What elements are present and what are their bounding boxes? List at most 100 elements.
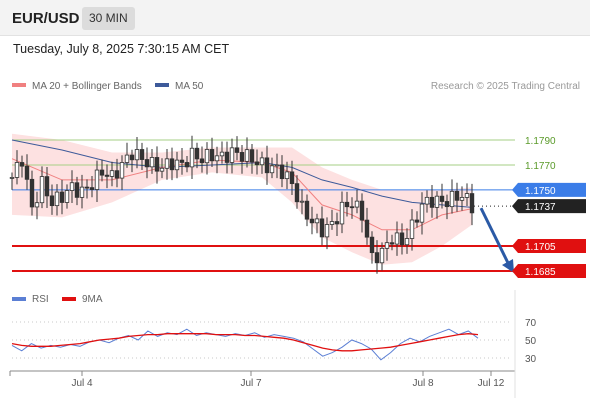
candle-body <box>419 203 425 223</box>
candle-body <box>169 158 175 171</box>
candle-body <box>264 157 270 174</box>
candle-body <box>354 200 360 208</box>
candle-body <box>109 170 115 177</box>
rsi-panel: 70 50 30 <box>11 318 537 365</box>
x-tick-label-0: Jul 4 <box>71 378 93 389</box>
level-labels: 1.1790 1.1770 1.1750 1.1737 1.1705 1.1685 <box>512 136 586 278</box>
candle-body <box>19 162 25 167</box>
rsi-tick-50: 50 <box>525 336 537 347</box>
candle-body <box>254 161 260 166</box>
x-tick-label-1: Jul 7 <box>240 378 262 389</box>
forecast-arrow-shaft <box>479 207 512 268</box>
candle-body <box>469 193 475 214</box>
rsi-legend-swatch <box>12 297 26 301</box>
candle-body <box>214 155 220 162</box>
level-label-1.1685: 1.1685 <box>525 267 556 278</box>
candle-body <box>449 190 455 208</box>
level-tag-1.1737 <box>512 199 586 214</box>
level-label-1.1737: 1.1737 <box>525 202 556 213</box>
rsi-legend-label: RSI <box>32 294 49 305</box>
x-tick-label-2: Jul 8 <box>412 378 434 389</box>
candle-body <box>429 196 435 208</box>
candle-body <box>289 171 295 185</box>
ma50-legend-label: MA 50 <box>175 81 204 92</box>
candle-body <box>114 170 120 179</box>
candle-body <box>389 242 395 245</box>
candle-body <box>204 149 210 164</box>
level-tag-1.1685 <box>512 264 586 278</box>
level-label-1.1770: 1.1770 <box>525 161 556 172</box>
rsi-tick-70: 70 <box>525 318 537 329</box>
candle-body <box>159 167 165 172</box>
candle-body <box>309 218 315 224</box>
candle-body <box>369 236 375 254</box>
candle-body <box>54 191 60 207</box>
credit-text: Research © 2025 Trading Central <box>431 81 580 92</box>
forecast-arrow-head <box>502 259 514 273</box>
candle-body <box>39 176 45 204</box>
candle-body <box>294 183 300 203</box>
candle-body <box>164 158 170 169</box>
candle-body <box>459 197 465 201</box>
symbol-title: EUR/USD <box>12 10 80 27</box>
candle-body <box>79 186 85 198</box>
rsi-ma-line <box>11 333 479 352</box>
candle-body <box>49 195 55 207</box>
rsi-ma-legend-label: 9MA <box>82 294 103 305</box>
candle-body <box>104 174 110 177</box>
candle-body <box>374 252 380 264</box>
candle-body <box>34 202 40 208</box>
candle-body <box>304 200 310 220</box>
level-label-1.1790: 1.1790 <box>525 136 556 147</box>
candle-body <box>279 164 285 180</box>
candle-body <box>44 176 50 197</box>
candle-body <box>344 201 350 208</box>
candle-body <box>329 221 335 225</box>
level-tag-1.1750 <box>512 182 586 197</box>
candle-body <box>284 171 290 180</box>
candle-body <box>24 165 30 180</box>
candle-body <box>234 147 240 153</box>
chart-header: EUR/USD 30 MIN <box>0 0 590 36</box>
candle-body <box>439 195 445 202</box>
candle-body <box>319 218 325 238</box>
candle-body <box>409 219 415 239</box>
candle-body <box>199 158 205 164</box>
candle-body <box>184 162 190 168</box>
candle-body <box>454 190 460 201</box>
candle-body <box>324 224 330 238</box>
candle-body <box>349 206 355 209</box>
candle-body <box>64 190 70 203</box>
ma20-legend-swatch <box>12 83 26 87</box>
candle-body <box>444 201 450 208</box>
candle-body <box>149 157 155 168</box>
candle-body <box>134 149 140 161</box>
candle-body <box>189 147 195 168</box>
candle-body <box>179 159 185 163</box>
candle-body <box>59 191 65 203</box>
candle-body <box>9 177 15 179</box>
candle-body <box>219 151 225 157</box>
candle-body <box>244 149 250 162</box>
candle-body <box>464 193 470 198</box>
candle-body <box>29 178 35 208</box>
candle-body <box>299 200 305 203</box>
candles <box>9 135 475 274</box>
x-axis: Jul 4 Jul 7 Jul 8 Jul 12 <box>9 290 516 398</box>
candle-body <box>139 149 145 160</box>
candle-body <box>364 219 370 238</box>
candle-body <box>384 242 390 249</box>
candle-body <box>154 157 160 172</box>
candle-body <box>174 159 180 171</box>
candle-body <box>239 152 245 162</box>
rsi-ma-legend-swatch <box>62 297 76 301</box>
candle-body <box>359 200 365 221</box>
level-label-1.1750: 1.1750 <box>525 186 556 197</box>
candle-body <box>129 154 135 161</box>
candle-body <box>404 238 410 246</box>
level-tag-1.1705 <box>512 239 586 254</box>
timeframe-selector[interactable]: 30 MIN <box>82 7 135 30</box>
rsi-tick-30: 30 <box>525 354 537 365</box>
candle-body <box>94 169 100 190</box>
